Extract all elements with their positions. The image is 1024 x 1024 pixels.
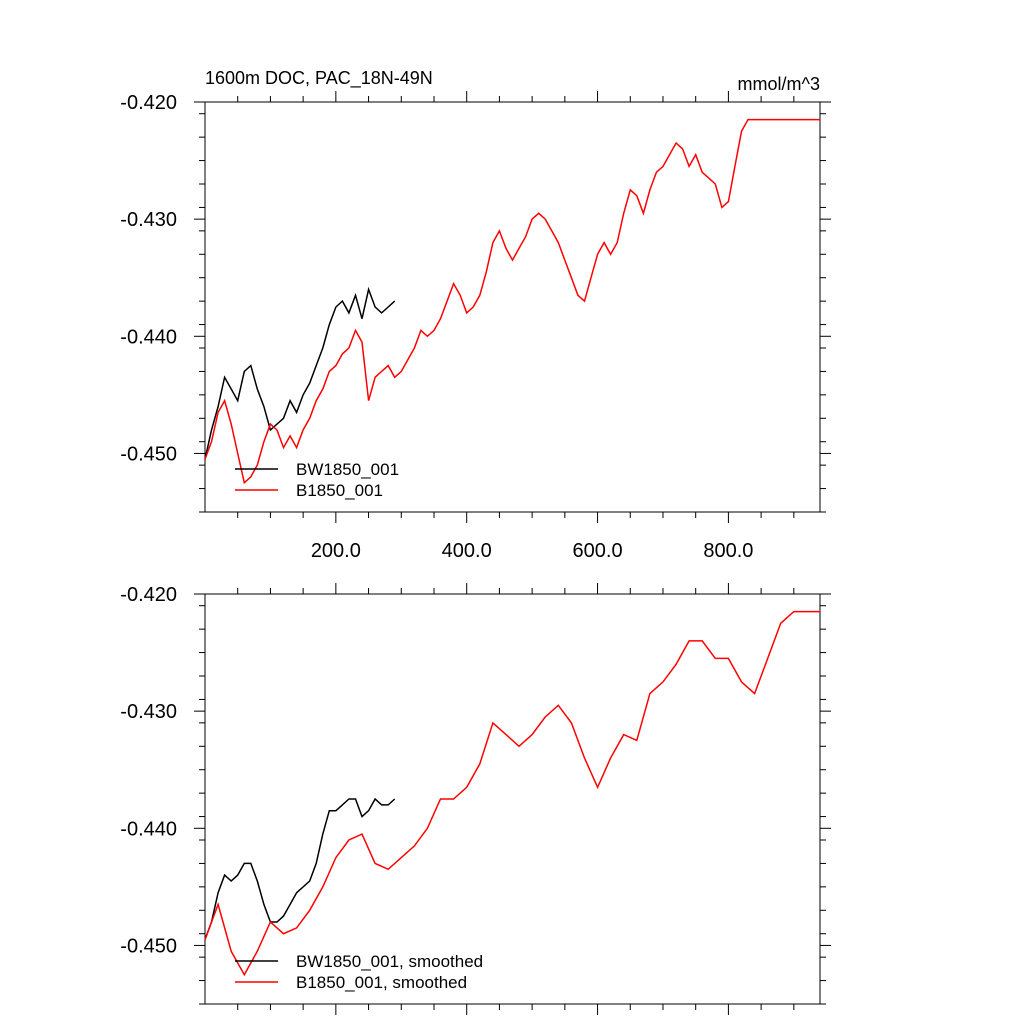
top-units-label: mmol/m^3 (738, 74, 820, 94)
bottom-y-tick-labels: -0.420 -0.430 -0.440 -0.450 (120, 584, 177, 957)
y-tick-label: -0.430 (120, 209, 177, 231)
bottom-panel: -0.420 -0.430 -0.440 -0.450 BW1850_001, … (120, 583, 831, 1015)
x-tick-label: 400.0 (442, 540, 492, 562)
bottom-ticks (194, 583, 831, 1015)
y-tick-label: -0.420 (120, 584, 177, 606)
x-tick-label: 200.0 (311, 540, 361, 562)
bottom-plot-frame (204, 593, 821, 1005)
legend-label-bw1850-smoothed: BW1850_001, smoothed (296, 952, 483, 971)
top-panel: 1600m DOC, PAC_18N-49N mmol/m^3 200.0 40… (120, 68, 831, 562)
top-x-tick-labels: 200.0 400.0 600.0 800.0 (311, 540, 754, 562)
series-line-bw1850-smoothed (204, 797, 396, 940)
top-legend: BW1850_001 B1850_001 (235, 460, 399, 500)
legend-label-b1850: B1850_001 (296, 481, 383, 500)
top-y-tick-labels: -0.420 -0.430 -0.440 -0.450 (120, 92, 177, 465)
top-chart-title: 1600m DOC, PAC_18N-49N (205, 68, 433, 89)
legend-label-b1850-smoothed: B1850_001, smoothed (296, 973, 467, 992)
y-tick-label: -0.430 (120, 701, 177, 723)
legend-label-bw1850: BW1850_001 (296, 460, 399, 479)
y-tick-label: -0.450 (120, 443, 177, 465)
x-tick-label: 800.0 (703, 540, 753, 562)
series-line-b1850-smoothed (204, 610, 820, 977)
bottom-legend: BW1850_001, smoothed B1850_001, smoothed (235, 952, 483, 992)
series-line-b1850 (204, 118, 820, 485)
y-tick-label: -0.440 (120, 326, 177, 348)
y-tick-label: -0.450 (120, 935, 177, 957)
x-tick-label: 600.0 (573, 540, 623, 562)
y-tick-label: -0.440 (120, 818, 177, 840)
y-tick-label: -0.420 (120, 92, 177, 114)
top-plot-frame (204, 101, 821, 513)
top-ticks (194, 91, 831, 523)
series-line-bw1850 (204, 286, 396, 460)
